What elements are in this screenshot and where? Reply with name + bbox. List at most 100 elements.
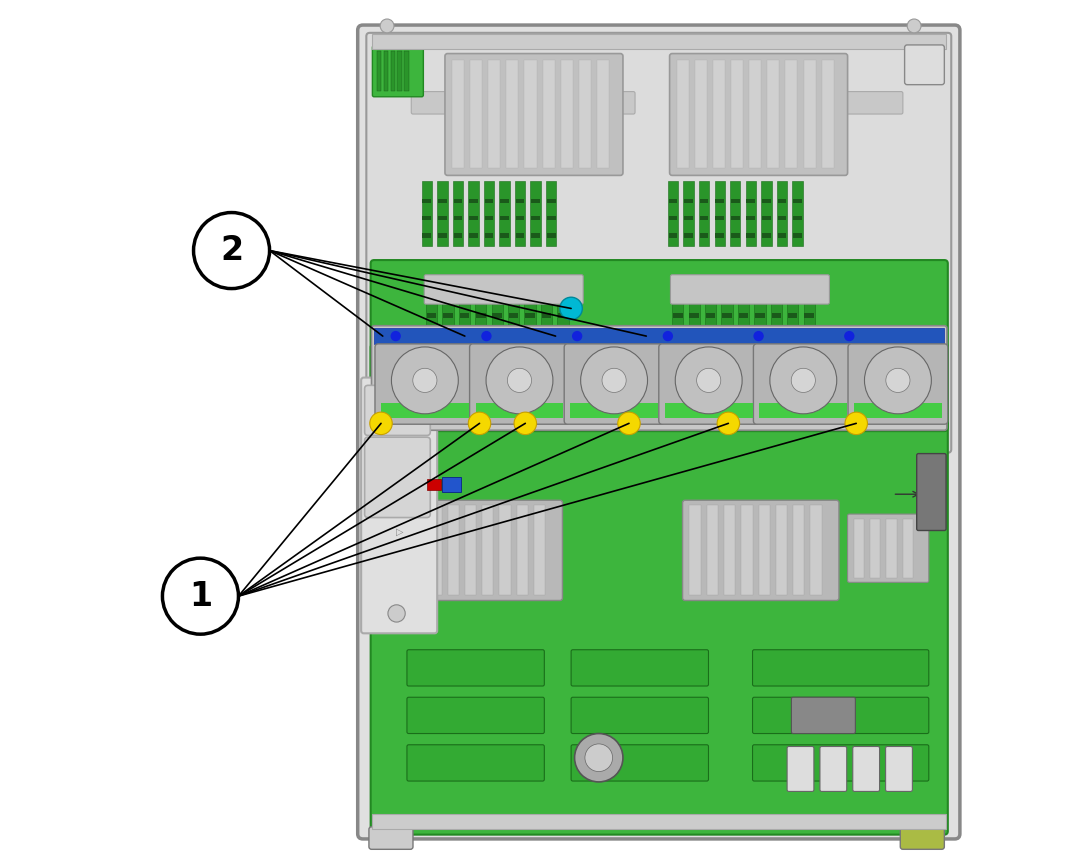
FancyBboxPatch shape xyxy=(406,500,563,600)
FancyBboxPatch shape xyxy=(373,46,423,97)
Bar xyxy=(541,285,552,372)
FancyBboxPatch shape xyxy=(564,344,664,424)
FancyBboxPatch shape xyxy=(407,745,544,781)
FancyBboxPatch shape xyxy=(671,275,829,304)
FancyBboxPatch shape xyxy=(407,650,544,686)
Bar xyxy=(767,60,780,168)
Bar xyxy=(485,216,494,220)
Bar xyxy=(421,181,432,246)
Bar xyxy=(453,181,463,246)
Circle shape xyxy=(618,412,640,435)
Bar xyxy=(430,505,442,595)
Bar xyxy=(454,199,462,203)
Bar xyxy=(669,216,677,220)
Circle shape xyxy=(585,744,612,772)
Bar xyxy=(755,356,765,361)
Bar xyxy=(804,60,815,168)
Bar xyxy=(427,313,436,318)
Bar xyxy=(694,60,706,168)
Bar xyxy=(476,356,486,361)
FancyBboxPatch shape xyxy=(820,746,847,791)
Bar xyxy=(793,505,805,595)
Bar xyxy=(377,51,381,91)
Bar xyxy=(667,181,678,246)
Circle shape xyxy=(770,347,837,414)
Bar xyxy=(558,313,568,318)
FancyBboxPatch shape xyxy=(813,92,903,114)
Bar xyxy=(750,60,761,168)
Bar xyxy=(508,285,519,372)
Circle shape xyxy=(514,412,537,435)
Bar xyxy=(460,334,469,340)
FancyBboxPatch shape xyxy=(848,344,948,424)
Bar xyxy=(771,356,781,361)
Bar xyxy=(759,403,847,418)
Circle shape xyxy=(388,605,405,622)
Bar xyxy=(509,334,518,340)
Circle shape xyxy=(380,62,394,76)
Bar xyxy=(531,199,540,203)
Bar xyxy=(700,233,708,238)
Bar xyxy=(447,505,459,595)
FancyBboxPatch shape xyxy=(683,500,839,600)
Bar xyxy=(438,199,447,203)
Circle shape xyxy=(864,347,931,414)
Bar xyxy=(689,285,700,372)
Circle shape xyxy=(907,62,921,76)
FancyBboxPatch shape xyxy=(470,344,569,424)
Bar xyxy=(438,233,447,238)
Circle shape xyxy=(581,347,648,414)
Bar xyxy=(788,356,797,361)
Bar xyxy=(788,334,797,340)
Bar xyxy=(469,233,477,238)
Bar xyxy=(793,233,801,238)
Circle shape xyxy=(845,331,854,341)
Bar xyxy=(469,181,478,246)
Bar xyxy=(665,403,753,418)
Bar xyxy=(810,505,822,595)
FancyBboxPatch shape xyxy=(659,344,758,424)
Bar xyxy=(731,216,740,220)
Bar xyxy=(485,199,494,203)
Bar xyxy=(771,285,782,372)
Bar xyxy=(715,181,725,246)
FancyBboxPatch shape xyxy=(753,697,929,734)
Bar xyxy=(492,356,502,361)
Bar xyxy=(761,181,771,246)
Bar xyxy=(500,199,509,203)
Bar xyxy=(684,181,693,246)
Bar xyxy=(404,51,408,91)
Bar xyxy=(372,34,946,49)
Bar xyxy=(700,216,708,220)
Bar xyxy=(870,519,880,578)
Bar xyxy=(454,216,462,220)
FancyBboxPatch shape xyxy=(571,745,708,781)
Bar xyxy=(426,285,437,372)
Bar xyxy=(778,233,786,238)
Bar xyxy=(822,60,834,168)
Bar xyxy=(525,285,536,372)
Bar xyxy=(516,199,525,203)
Bar xyxy=(771,334,781,340)
FancyBboxPatch shape xyxy=(901,827,944,849)
Bar xyxy=(542,356,551,361)
Bar xyxy=(754,285,766,372)
Bar xyxy=(731,199,740,203)
Circle shape xyxy=(413,368,437,392)
Bar xyxy=(804,285,814,372)
Bar xyxy=(689,313,699,318)
Circle shape xyxy=(886,368,910,392)
Bar xyxy=(438,216,447,220)
Bar xyxy=(443,334,453,340)
Bar xyxy=(745,181,756,246)
Bar xyxy=(723,356,732,361)
Bar xyxy=(788,313,797,318)
Bar xyxy=(579,60,591,168)
Bar xyxy=(534,505,545,595)
FancyBboxPatch shape xyxy=(571,650,708,686)
Bar xyxy=(676,60,689,168)
Bar xyxy=(762,233,771,238)
Bar xyxy=(731,233,740,238)
Bar xyxy=(689,505,701,595)
Bar xyxy=(422,199,431,203)
